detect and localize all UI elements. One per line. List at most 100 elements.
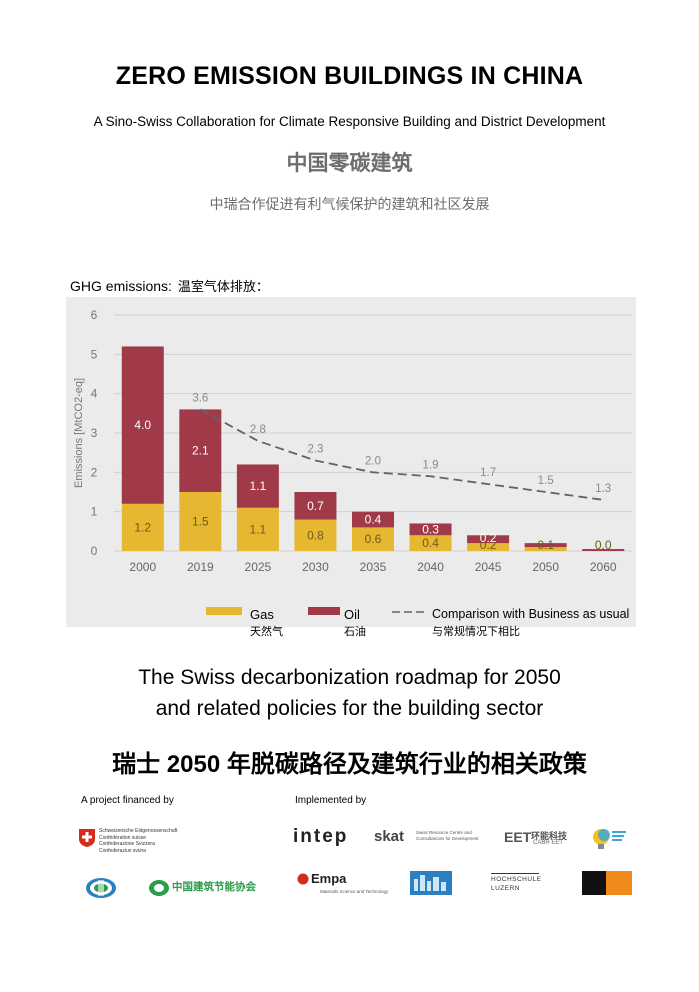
hochschule-line-2: LUZERN — [491, 885, 521, 892]
x-tick-label: 2050 — [532, 560, 559, 574]
chart-heading-en: GHG emissions: — [70, 278, 172, 294]
legend-gas-swatch — [206, 607, 242, 615]
comparison-data-label: 1.5 — [538, 475, 554, 487]
legend-oil-swatch — [308, 607, 340, 615]
y-axis-label: Emissions [MtCO2-eq] — [73, 378, 85, 488]
roadmap-line-2: and related policies for the building se… — [155, 697, 544, 720]
gas-data-label: 0.0 — [595, 538, 612, 552]
y-tick-label: 5 — [91, 347, 98, 361]
comparison-data-label: 1.9 — [423, 459, 439, 471]
page-subtitle-cn: 中瑞合作促进有利气候保护的建筑和社区发展 — [209, 196, 490, 212]
swiss-confed-line-2: Confédération suisse — [99, 834, 146, 841]
emissions-chart-svg: 0 1 2 3 4 5 6 Emissions [MtCO2-eq] 2000 2019 2025 2… — [73, 308, 632, 574]
emissions-chart: 0 1 2 3 4 5 6 Emissions [MtCO2-eq] 2000 2019 2025 2… — [66, 297, 636, 638]
bar-oil — [179, 409, 222, 492]
x-tick-label: 2045 — [475, 560, 502, 574]
comparison-data-label: 2.3 — [307, 444, 323, 456]
oil-data-label: 0.4 — [365, 513, 382, 527]
oil-data-label: 0.3 — [422, 522, 439, 536]
comparison-data-label: 2.8 — [250, 424, 266, 436]
round-emblem-logo — [84, 876, 118, 905]
bar-oil — [582, 549, 625, 551]
legend-gas-label: Gas — [250, 607, 274, 622]
oil-data-label: 1.1 — [250, 479, 267, 493]
eet-sub: CABR EET — [533, 840, 564, 846]
bar-oil — [236, 464, 279, 508]
x-tick-label: 2000 — [129, 560, 156, 574]
oil-data-label: 0.2 — [480, 531, 497, 545]
city-skyline-logo — [410, 871, 452, 895]
swiss-confed-line-1: Schweizerische Eidgenossenschaft — [99, 828, 178, 834]
bar-gas — [467, 543, 510, 551]
oil-data-label: 2.1 — [192, 444, 209, 458]
hochschule-luzern-logo: HOCHSCHULE LUZERN — [491, 873, 542, 893]
y-tick-label: 3 — [91, 426, 98, 440]
bar-oil — [121, 346, 164, 504]
lightbulb-logo — [592, 826, 628, 857]
x-tick-label: 2060 — [590, 560, 617, 574]
bar-gas — [409, 535, 452, 551]
gas-data-label: 0.6 — [365, 532, 382, 546]
oil-data-label: 4.0 — [134, 418, 151, 432]
bar-gas — [294, 519, 337, 551]
y-tick-label: 6 — [91, 308, 98, 322]
x-tick-label: 2030 — [302, 560, 329, 574]
y-tick-label: 1 — [91, 505, 98, 519]
roadmap-title-cn: 瑞士 2050 年脱碳路径及建筑行业的相关政策 — [112, 751, 587, 778]
bar-gas — [121, 503, 164, 551]
intep-logo: intep — [293, 826, 349, 847]
bar-oil — [467, 535, 510, 544]
roadmap-line-1: The Swiss decarbonization roadmap for 20… — [138, 666, 561, 689]
swiss-confed-line-4: Confederaziun svizra — [99, 847, 146, 854]
comparison-data-label: 1.7 — [480, 467, 496, 479]
legend-gas-label-cn: 天然气 — [250, 626, 283, 638]
gas-data-label: 1.2 — [134, 520, 151, 534]
skat-subtitle: Swiss Resource Centre and Consultancies … — [416, 830, 479, 842]
cabee-name: 中国建筑节能协会 — [172, 881, 256, 893]
empa-subtitle: Materials Science and Technology — [320, 889, 389, 894]
comparison-data-label: 1.3 — [595, 483, 611, 495]
x-tick-label: 2019 — [187, 560, 214, 574]
legend-comparison-label-cn: 与常规情况下相比 — [432, 626, 520, 638]
hochschule-line-1: HOCHSCHULE — [491, 876, 542, 883]
bar-oil — [524, 543, 567, 548]
oil-data-label: 0.7 — [307, 499, 324, 513]
eet-logo: EET — [504, 829, 532, 845]
skat-sub-line-2: Consultancies for Development — [416, 836, 479, 841]
chart-heading-cn: 温室气体排放： — [177, 279, 269, 294]
swiss-confed-line-3: Confederazione Svizzera — [99, 841, 155, 847]
chart-heading: GHG emissions: 温室气体排放： — [70, 276, 269, 295]
empa-dot-icon — [297, 872, 309, 890]
legend-comparison-swatch — [392, 611, 428, 613]
legend-oil-label-cn: 石油 — [344, 626, 366, 638]
page-title: ZERO EMISSION BUILDINGS IN CHINA — [115, 62, 584, 90]
gas-data-label: 0.4 — [422, 536, 439, 550]
implemented-by-label: Implemented by — [295, 795, 367, 806]
gas-data-label: 0.1 — [537, 538, 554, 552]
legend-comparison-label: Comparison with Business as usual — [432, 607, 630, 621]
gas-data-label: 1.1 — [250, 522, 267, 536]
comparison-data-label: 2.0 — [365, 455, 381, 467]
swiss-flag-logo — [78, 828, 96, 847]
eet-cn: 环能科技 — [531, 831, 568, 841]
swiss-confederation-text: Schweizerische Eidgenossenschaft Confédé… — [99, 828, 177, 854]
cabee-logo — [148, 878, 170, 903]
gas-data-label: 1.5 — [192, 515, 209, 529]
x-tick-label: 2025 — [245, 560, 272, 574]
x-tick-label: 2040 — [417, 560, 444, 574]
bar-oil — [352, 511, 394, 528]
page-title-cn: 中国零碳建筑 — [286, 152, 413, 175]
legend-oil-label: Oil — [344, 607, 360, 622]
bar-gas — [352, 527, 394, 551]
gas-data-label: 0.2 — [480, 538, 497, 552]
bar-oil — [409, 523, 452, 536]
page-subtitle: A Sino-Swiss Collaboration for Climate R… — [93, 114, 606, 129]
gas-data-label: 0.8 — [307, 528, 324, 542]
y-tick-label: 4 — [91, 387, 98, 401]
skat-sub-line-1: Swiss Resource Centre and — [416, 830, 472, 835]
bar-oil — [294, 492, 337, 520]
comparison-data-label: 3.6 — [192, 392, 208, 404]
black-orange-logo — [582, 871, 632, 895]
bar-gas — [179, 492, 222, 551]
bar-gas — [524, 547, 567, 551]
